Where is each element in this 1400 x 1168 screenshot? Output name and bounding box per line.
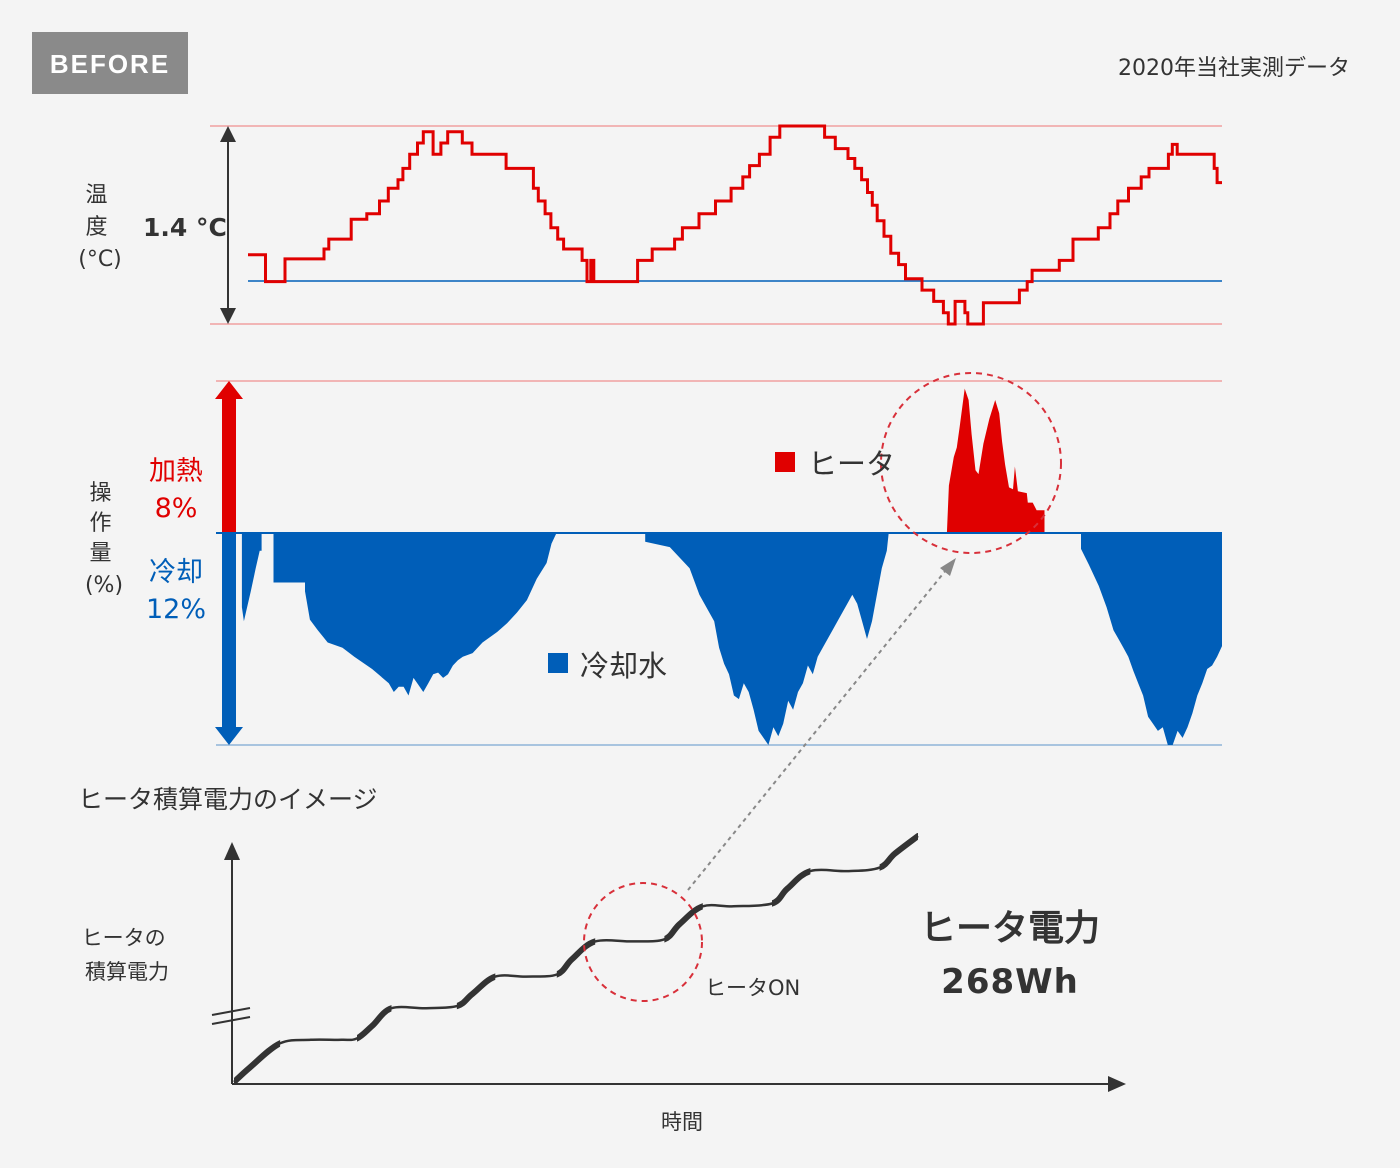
energy-x-axis-arrow	[1108, 1076, 1126, 1092]
result-title: ヒータ電力	[920, 908, 1100, 949]
temperature-axis-label-line: 度	[85, 215, 107, 240]
result-value: 268Wh	[941, 962, 1079, 1002]
axis-break-mark	[211, 1007, 251, 1016]
energy-axes	[211, 842, 1126, 1092]
before-badge: BEFORE	[32, 32, 188, 94]
heat-range-arrow-shaft	[222, 395, 236, 535]
control-axis-label-line: 操	[89, 481, 111, 506]
energy-y-label: ヒータの 積算電力	[82, 926, 173, 984]
heat-label: 加熱	[149, 456, 203, 487]
energy-y-label-line: 積算電力	[85, 960, 169, 984]
temperature-range-arrow-up	[220, 126, 236, 142]
energy-panel: ヒータ積算電力のイメージ ヒータの 積算電力 時間 ヒータON ヒータ電力 26…	[78, 785, 1126, 1134]
heater-on-highlight-circle	[583, 882, 703, 1002]
legend-cooling-water-swatch	[548, 653, 568, 673]
legend-heater: ヒータ	[775, 447, 895, 481]
cool-range-arrow	[215, 533, 243, 745]
temperature-range-label: 1.4 °C	[143, 213, 227, 242]
energy-y-axis-arrow	[224, 842, 240, 860]
control-axis-label-line: 量	[89, 541, 111, 566]
heat-range-arrow	[215, 381, 243, 535]
legend-heater-swatch	[775, 452, 795, 472]
cooling-water-area	[241, 533, 1222, 745]
legend-cooling-water: 冷却水	[548, 649, 667, 683]
temperature-axis-label-line: 温	[85, 183, 107, 208]
control-axis-label: 操 作 量 (%)	[85, 481, 123, 598]
cool-label: 冷却	[149, 557, 203, 588]
energy-curve	[233, 833, 919, 1085]
before-badge-background	[32, 32, 188, 94]
control-axis-label-line: (%)	[85, 573, 123, 598]
temperature-range-arrow-down	[220, 308, 236, 324]
temperature-range-arrow	[220, 126, 236, 324]
connector-arrow-head	[940, 558, 956, 576]
temperature-axis-label: 温 度 (°C)	[78, 183, 122, 272]
control-axis-label-line: 作	[89, 511, 111, 536]
temperature-series-line	[248, 124, 1222, 326]
heater-on-label: ヒータON	[705, 976, 800, 1000]
cool-range-arrow-head	[215, 727, 243, 745]
cool-value: 12%	[146, 594, 206, 625]
energy-section-title: ヒータ積算電力のイメージ	[78, 785, 378, 814]
heat-value: 8%	[155, 493, 198, 524]
before-badge-label: BEFORE	[50, 49, 170, 79]
control-panel: 操 作 量 (%) 加熱 8% 冷却 12% ヒータ 冷却水	[85, 372, 1222, 746]
energy-y-label-line: ヒータの	[82, 926, 166, 950]
temperature-panel: 温 度 (°C) 1.4 °C	[78, 124, 1222, 326]
temperature-axis-label-line: (°C)	[78, 247, 122, 272]
connector-arrow	[687, 558, 956, 891]
legend-heater-label: ヒータ	[808, 447, 895, 481]
energy-x-label: 時間	[661, 1110, 703, 1134]
legend-cooling-water-label: 冷却水	[580, 649, 667, 683]
source-note: 2020年当社実測データ	[1118, 56, 1350, 81]
heater-highlight-circle	[880, 372, 1062, 554]
heater-on-segment	[556, 938, 596, 978]
heater-area	[946, 388, 1045, 533]
cool-range-arrow-shaft	[222, 533, 236, 731]
heater-on-segment	[771, 868, 811, 907]
axis-break-mark	[211, 1016, 251, 1025]
heat-range-arrow-head	[215, 381, 243, 399]
